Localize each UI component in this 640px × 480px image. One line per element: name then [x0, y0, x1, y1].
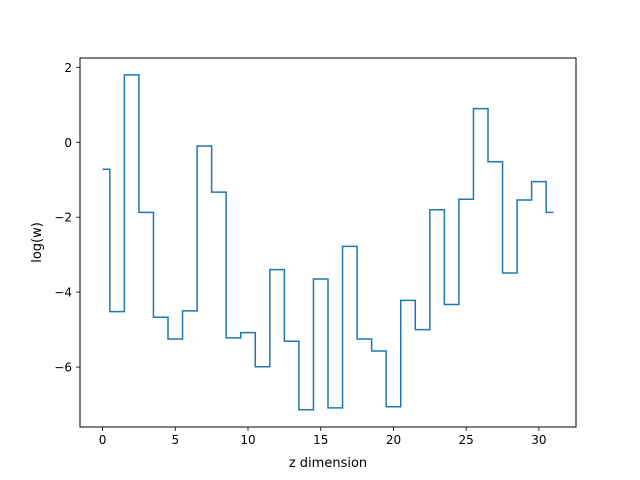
x-tick-label: 5 — [171, 433, 179, 447]
plot-layer — [102, 74, 554, 411]
x-tick-label: 10 — [240, 433, 255, 447]
y-tick-label: −6 — [54, 361, 72, 375]
x-axis: 0 5 10 15 20 25 30 — [99, 427, 547, 447]
x-tick-label: 25 — [459, 433, 474, 447]
x-tick-label: 0 — [99, 433, 107, 447]
y-tick-label: −4 — [54, 286, 72, 300]
axes-frame — [79, 57, 577, 428]
y-axis: −6 −4 −2 0 2 — [54, 61, 80, 375]
x-tick-label: 20 — [386, 433, 401, 447]
y-tick-label: −2 — [54, 211, 72, 225]
x-axis-label: z dimension — [289, 456, 367, 471]
x-tick-label: 15 — [313, 433, 328, 447]
series-line-0 — [102, 74, 554, 411]
y-tick-label: 2 — [64, 61, 72, 75]
y-axis-label: log(w) — [30, 222, 45, 263]
x-tick-label: 30 — [531, 433, 546, 447]
y-tick-label: 0 — [64, 136, 72, 150]
